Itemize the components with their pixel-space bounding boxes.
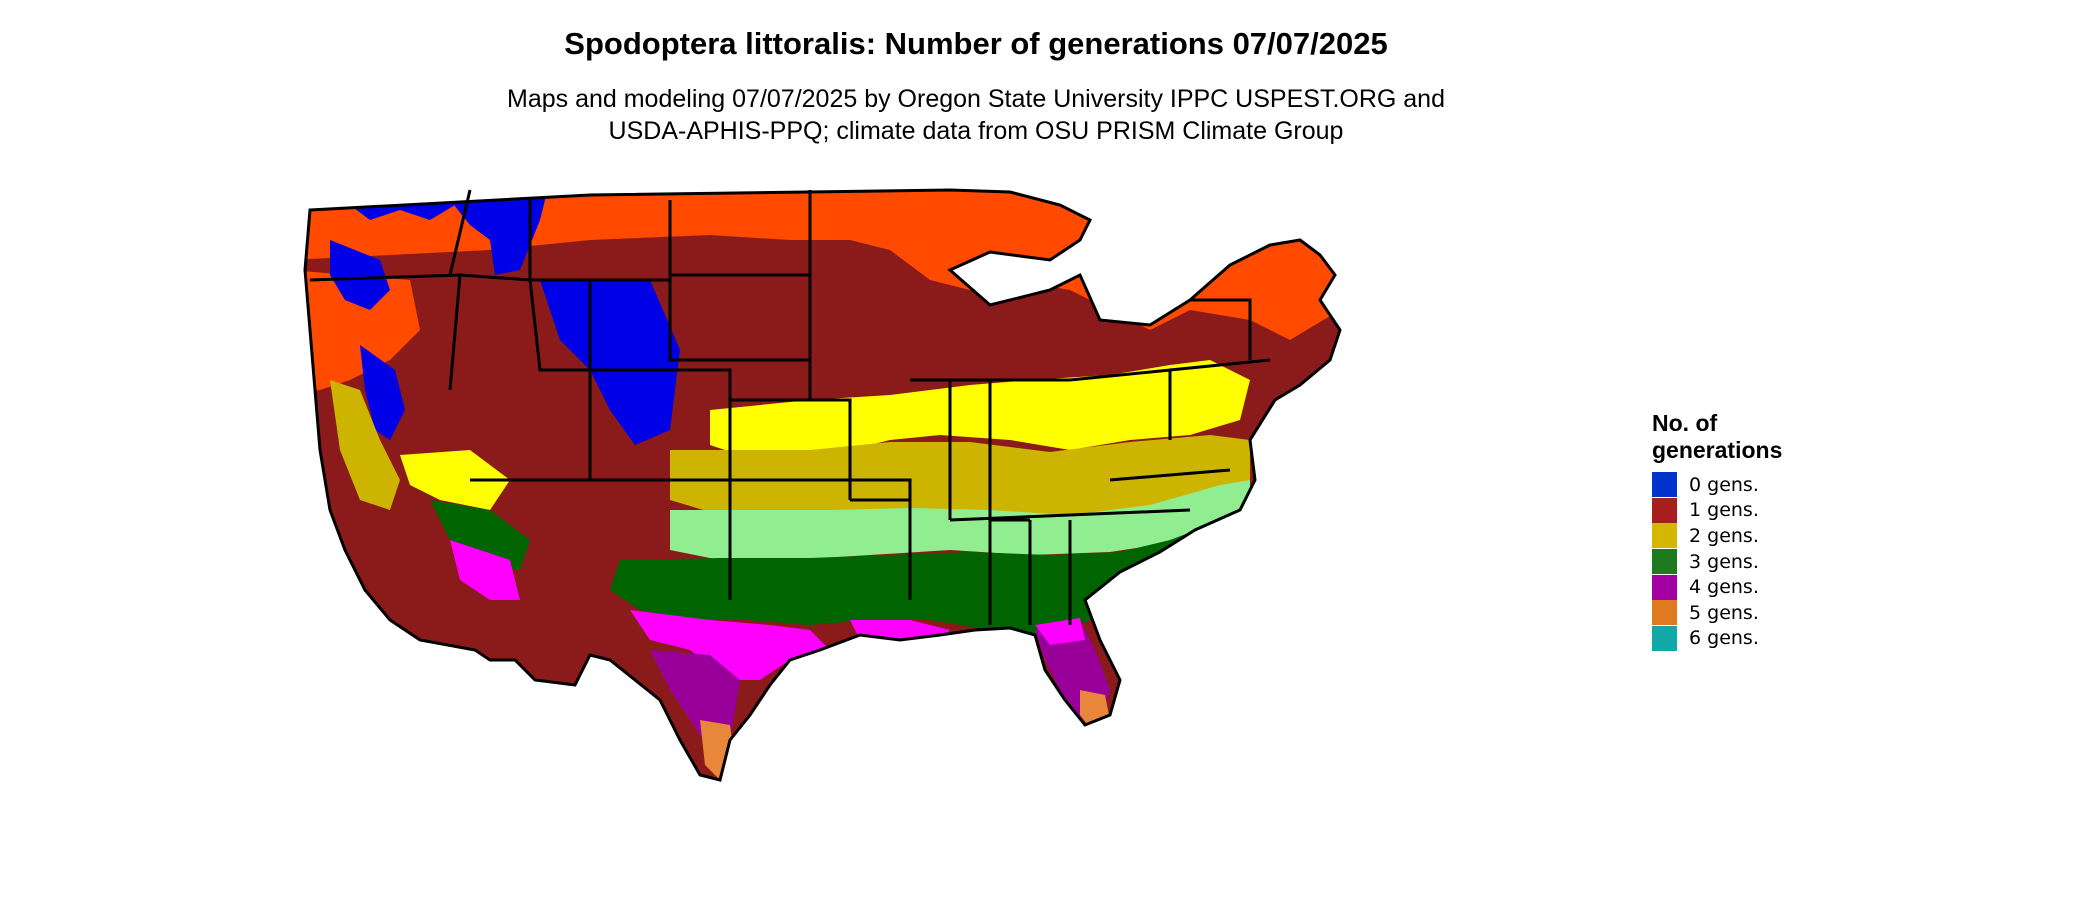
legend-item: 4 gens. [1652, 574, 1782, 600]
border-nv-ut [459, 273, 600, 372]
border-ar-la [850, 498, 912, 600]
legend-item: 6 gens. [1652, 625, 1782, 652]
legend-item: 5 gens. [1652, 600, 1782, 626]
legend-item: 2 gens. [1652, 523, 1782, 549]
legend-title-line-1: No. of [1652, 410, 1718, 436]
legend-swatch [1652, 574, 1677, 600]
zone-one-light-west [305, 270, 420, 395]
legend-swatch [1652, 497, 1677, 523]
legend-label: 4 gens. [1689, 576, 1759, 599]
map-svg [303, 185, 1505, 782]
map-title: Spodoptera littoralis: Number of generat… [564, 26, 1388, 61]
legend-swatch [1652, 472, 1677, 498]
legend-title: No. of generations [1652, 410, 1782, 464]
legend-label: 6 gens. [1689, 627, 1759, 650]
legend-label: 0 gens. [1689, 473, 1759, 496]
border-ny-pa [1169, 358, 1271, 372]
border-new-england [1190, 298, 1252, 360]
zone-four-light-arizona [450, 540, 520, 600]
legend-swatch [1652, 523, 1677, 549]
zone-two-light [710, 360, 1250, 455]
legend-swatch [1652, 600, 1677, 626]
us-generations-map [290, 180, 1630, 892]
zone-zero-sierra [360, 345, 405, 440]
legend-swatch [1652, 625, 1677, 651]
state-borders [303, 188, 1342, 782]
legend-item: 3 gens. [1652, 549, 1782, 575]
zone-two-california [330, 380, 400, 510]
legend-label: 3 gens. [1689, 550, 1759, 573]
legend: No. of generations 0 gens. 1 gens. 2 gens. 3… [1652, 410, 1782, 651]
border-ne [668, 200, 810, 362]
zone-three-dark [610, 525, 1230, 640]
border-wa-id [448, 189, 472, 276]
legend-label: 1 gens. [1689, 499, 1759, 522]
legend-label: 2 gens. [1689, 524, 1759, 547]
legend-title-line-2: generations [1652, 437, 1783, 463]
border-ky-tn [950, 378, 1030, 522]
legend-label: 5 gens. [1689, 601, 1759, 624]
zone-four-light-texas [630, 610, 830, 680]
zone-zero-rockies [540, 280, 680, 445]
legend-item: 1 gens. [1652, 497, 1782, 524]
legend-item: 0 gens. [1652, 472, 1782, 498]
zone-four-light-florida [1035, 618, 1085, 645]
zone-zero-maine [1420, 185, 1505, 280]
border-tn-south [949, 508, 1191, 522]
generation-zones [305, 185, 1505, 780]
border-va-nc [1109, 468, 1231, 482]
border-ks [730, 398, 852, 500]
zone-zero-montana [430, 190, 550, 275]
subtitle-line-2: USDA-APHIS-PPQ; climate data from OSU PR… [608, 117, 1344, 145]
zone-two-southwest [400, 450, 510, 510]
border-co [590, 368, 732, 480]
zone-three-arizona [430, 500, 530, 570]
legend-items: 0 gens. 1 gens. 2 gens. 3 gens. 4 gens. 5 gen… [1652, 472, 1782, 651]
map-subtitle: Maps and modeling 07/07/2025 by Oregon S… [0, 83, 1952, 147]
zone-two-dark [670, 435, 1250, 520]
legend-swatch [1652, 549, 1677, 575]
zone-zero-cascades [330, 240, 390, 310]
subtitle-line-1: Maps and modeling 07/07/2025 by Oregon S… [507, 85, 1445, 113]
